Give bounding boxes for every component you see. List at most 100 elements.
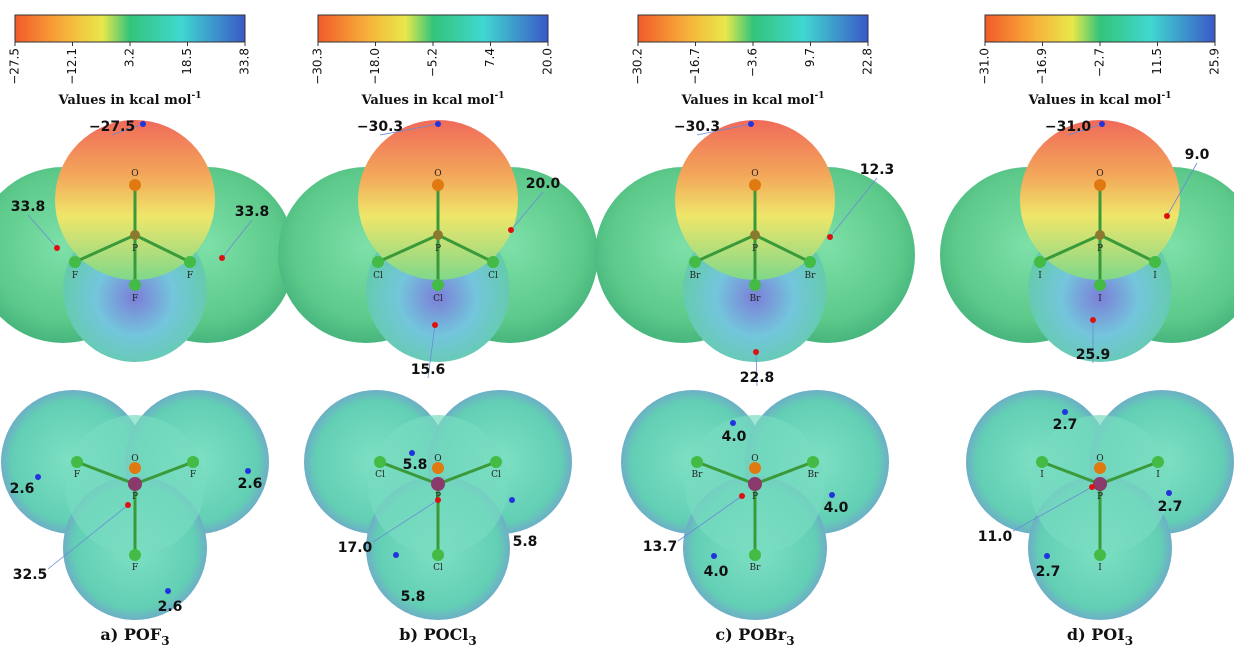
value-label: 4.0 [704, 564, 729, 580]
caption-subscript: 3 [786, 634, 794, 648]
atom [187, 456, 199, 468]
atom [431, 477, 445, 491]
colorbar [638, 15, 868, 42]
caption-text: b) POCl [399, 625, 468, 644]
atom-label: Cl [491, 470, 501, 480]
value-label: 2.6 [10, 481, 35, 497]
colorbar-tick-label: −30.2 [631, 48, 645, 85]
atom [432, 549, 444, 561]
colorbar-tick-label: −31.0 [978, 48, 992, 85]
panel: −30.3−18.0−5.27.420.0Values in kcal mol-… [278, 15, 598, 648]
point-marker [739, 493, 745, 499]
point-marker [165, 588, 171, 594]
atom-label: O [434, 454, 441, 464]
caption: c) POBr3 [715, 625, 794, 648]
point-marker [219, 255, 225, 261]
value-label: −30.3 [674, 119, 720, 135]
caption-subscript: 3 [161, 634, 169, 648]
atom-label: I [1156, 470, 1160, 480]
value-label: −30.3 [357, 119, 403, 135]
atom-label: O [751, 454, 758, 464]
atom [432, 179, 444, 191]
atom-label: Cl [488, 271, 498, 281]
colorbar [318, 15, 548, 42]
atom-label: O [131, 169, 138, 179]
value-label: 17.0 [338, 540, 373, 556]
unit-text: Values in kcal mol [681, 93, 815, 108]
value-label: 22.8 [740, 370, 775, 386]
unit-superscript: -1 [814, 91, 824, 101]
point-marker [54, 245, 60, 251]
atom [1095, 230, 1105, 240]
atom [1094, 179, 1106, 191]
atom [184, 256, 196, 268]
value-label: 25.9 [1076, 347, 1111, 363]
atom-label: Br [750, 563, 762, 573]
atom [490, 456, 502, 468]
caption-text: c) POBr [715, 625, 786, 644]
value-label: 33.8 [235, 204, 270, 220]
point-marker [1062, 409, 1068, 415]
point-marker [748, 121, 754, 127]
point-marker [508, 227, 514, 233]
value-label: 9.0 [1185, 147, 1210, 163]
atom [129, 279, 141, 291]
atom [128, 477, 142, 491]
point-marker [435, 121, 441, 127]
colorbar-tick-label: 22.8 [861, 48, 875, 75]
unit-text: Values in kcal mol [58, 93, 192, 108]
atom [432, 279, 444, 291]
point-marker [827, 234, 833, 240]
point-marker [753, 349, 759, 355]
colorbar-tick-label: −3.6 [746, 48, 760, 77]
value-label: 2.7 [1158, 499, 1183, 515]
colorbar [15, 15, 245, 42]
point-marker [409, 450, 415, 456]
atom-label: P [435, 244, 441, 254]
atom [1094, 549, 1106, 561]
atom [1034, 256, 1046, 268]
atom-label: Br [750, 294, 762, 304]
point-marker [711, 553, 717, 559]
colorbar-tick-label: 33.8 [238, 48, 252, 75]
atom-label: F [187, 271, 193, 281]
caption-subscript: 3 [1125, 634, 1133, 648]
colorbar-tick-label: 11.5 [1150, 48, 1164, 75]
atom [374, 456, 386, 468]
colorbar-tick-label: −2.7 [1093, 48, 1107, 77]
atom-label: Cl [373, 271, 383, 281]
atom [1093, 477, 1107, 491]
value-label: 11.0 [978, 529, 1013, 545]
atom [750, 230, 760, 240]
atom-label: F [132, 294, 138, 304]
atom [372, 256, 384, 268]
atom [1036, 456, 1048, 468]
colorbar-tick-label: 7.4 [483, 48, 497, 67]
atom [749, 549, 761, 561]
colorbar-unit: Values in kcal mol-1 [361, 91, 505, 108]
value-label: 32.5 [13, 567, 48, 583]
colorbar-unit: Values in kcal mol-1 [1028, 91, 1172, 108]
point-marker [1099, 121, 1105, 127]
atom [487, 256, 499, 268]
atom-label: Cl [375, 470, 385, 480]
value-label: 2.7 [1036, 564, 1061, 580]
point-marker [730, 420, 736, 426]
atom-label: P [752, 244, 758, 254]
atom-label: O [1096, 454, 1103, 464]
value-label: 5.8 [403, 457, 428, 473]
atom-label: I [1098, 294, 1102, 304]
point-marker [1044, 553, 1050, 559]
colorbar-unit: Values in kcal mol-1 [681, 91, 825, 108]
unit-superscript: -1 [191, 91, 201, 101]
value-label: 20.0 [526, 176, 561, 192]
value-label: 33.8 [11, 199, 46, 215]
atom-label: I [1040, 470, 1044, 480]
atom [130, 230, 140, 240]
value-label: −31.0 [1045, 119, 1092, 135]
atom-label: P [132, 244, 138, 254]
colorbar-tick-label: 3.2 [123, 48, 137, 67]
point-marker [509, 497, 515, 503]
figure: −27.5−12.13.218.533.8Values in kcal mol-… [0, 0, 1234, 650]
point-marker [435, 497, 441, 503]
